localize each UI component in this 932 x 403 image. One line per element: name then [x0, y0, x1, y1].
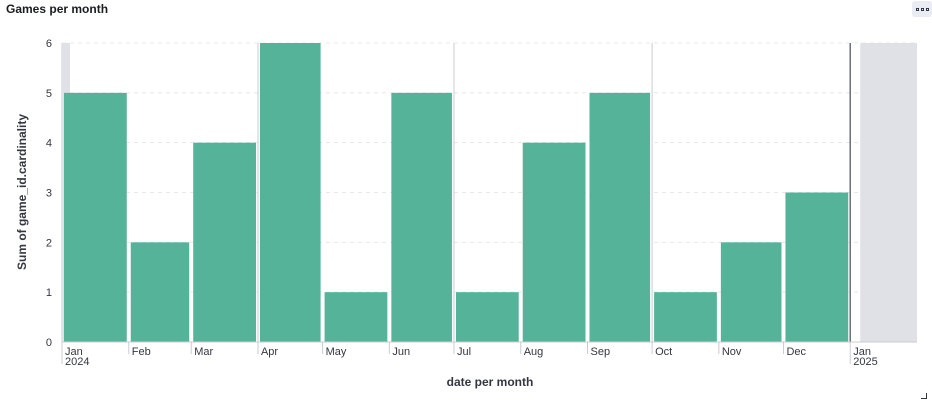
dot-icon [915, 7, 919, 11]
x-tick-label: May [326, 346, 347, 358]
x-tick-label: Jan [853, 346, 871, 358]
x-tick-label: Aug [524, 346, 544, 358]
bar[interactable] [391, 92, 452, 342]
bar[interactable] [193, 142, 256, 342]
x-tick-label: Nov [722, 346, 742, 358]
x-tick-year-label: 2024 [65, 356, 89, 368]
x-tick-label: Sep [590, 346, 610, 358]
resize-handle[interactable] [921, 393, 927, 399]
x-axis-label: date per month [447, 375, 534, 389]
bar[interactable] [455, 292, 519, 342]
bar[interactable] [259, 43, 321, 342]
out-of-range-shade [860, 43, 917, 342]
y-tick-label: 6 [46, 38, 52, 50]
bar[interactable] [64, 92, 127, 342]
x-tick-label: Jan [65, 346, 83, 358]
chart-title: Games per month [6, 2, 109, 16]
bar[interactable] [785, 192, 849, 343]
panel-options-button[interactable] [912, 1, 932, 17]
y-axis-label: Sum of game_id.cardinality [15, 114, 29, 270]
bar[interactable] [324, 292, 388, 342]
dot-icon [925, 7, 929, 11]
x-tick-label: Oct [655, 346, 672, 358]
x-tick-label: Jul [457, 346, 471, 358]
y-tick-label: 3 [46, 188, 52, 200]
x-tick-year-label: 2025 [853, 356, 877, 368]
bar[interactable] [654, 292, 717, 342]
x-tick-label: Apr [261, 346, 278, 358]
x-tick-label: Feb [132, 346, 151, 358]
x-tick-label: Mar [194, 346, 213, 358]
y-tick-label: 5 [46, 88, 52, 100]
y-tick-label: 4 [46, 138, 52, 150]
y-tick-label: 1 [46, 287, 52, 299]
y-tick-label: 2 [46, 237, 52, 249]
bar[interactable] [130, 242, 190, 342]
bar[interactable] [720, 242, 782, 342]
dot-icon [920, 7, 924, 11]
x-tick-label: Dec [786, 346, 806, 358]
bar[interactable] [589, 92, 651, 342]
y-tick-label: 0 [46, 337, 52, 349]
x-tick-label: Jun [392, 346, 410, 358]
bar[interactable] [522, 142, 586, 342]
